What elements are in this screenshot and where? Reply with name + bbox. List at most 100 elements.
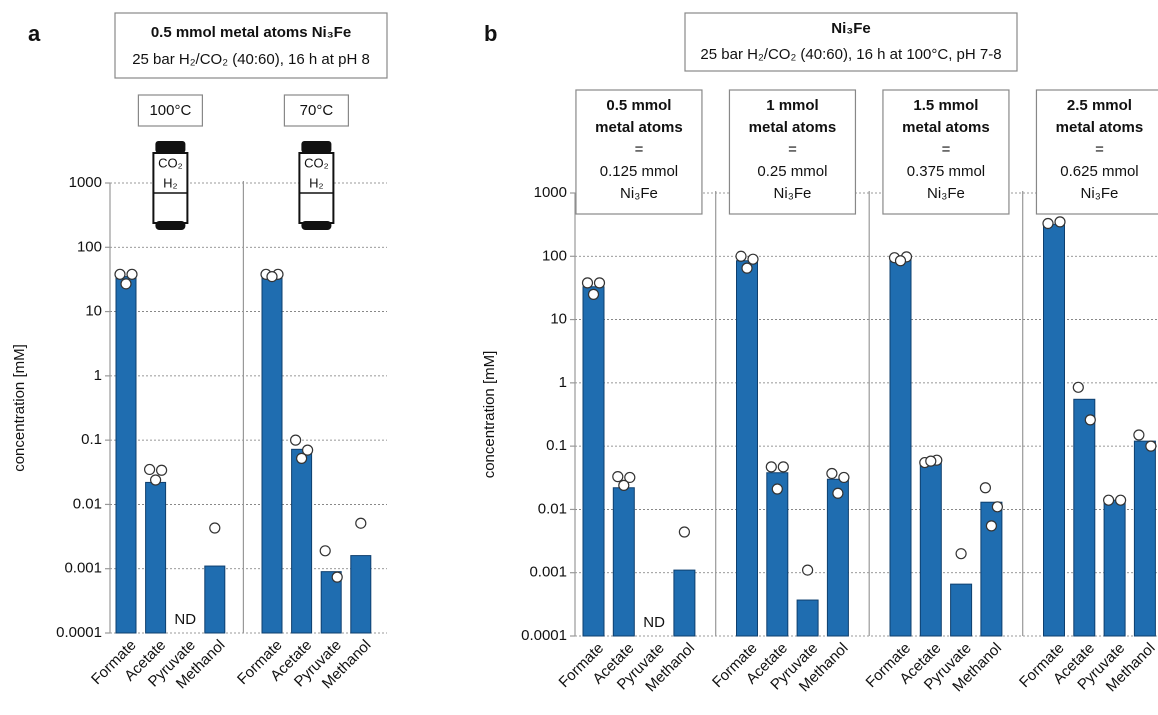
bar	[766, 472, 789, 637]
data-point	[209, 522, 221, 534]
vial-label: CO₂	[304, 155, 329, 170]
group-box	[728, 89, 857, 215]
group-box	[1035, 89, 1158, 215]
group-box	[137, 94, 203, 127]
vial-label: H₂	[163, 175, 177, 190]
bar	[980, 501, 1003, 637]
y-tick-label: 0.0001	[521, 627, 567, 644]
panel-label: a	[28, 21, 41, 46]
group-label: Ni₃Fe	[1081, 185, 1119, 202]
y-tick-label: 10	[85, 303, 102, 320]
y-tick-label: 0.1	[81, 431, 102, 448]
y-tick-label: 0.001	[64, 560, 102, 577]
data-point	[587, 288, 600, 300]
vial-label: H₂	[309, 175, 323, 190]
data-point	[735, 250, 747, 262]
data-point	[144, 463, 156, 476]
bar	[350, 555, 372, 634]
data-point	[296, 452, 308, 464]
vial-bottom	[155, 221, 186, 230]
vial-cap	[155, 141, 186, 153]
group-box	[283, 94, 349, 127]
bar	[612, 487, 635, 637]
data-point	[618, 479, 630, 491]
data-point	[266, 270, 278, 283]
data-point	[925, 455, 937, 467]
data-point	[747, 253, 759, 265]
group-label: Ni₃Fe	[774, 185, 812, 202]
vial-bottom	[301, 221, 332, 230]
vial-label: CO₂	[158, 155, 183, 170]
data-point	[979, 482, 992, 494]
data-point	[832, 487, 844, 499]
data-point	[290, 434, 302, 446]
y-tick-label: 0.1	[546, 437, 567, 454]
bar	[950, 583, 973, 637]
group-label: 0.625 mmol	[1060, 163, 1138, 180]
data-point	[612, 471, 624, 483]
panel-label: b	[484, 21, 497, 46]
y-axis-label: concentration [mM]	[11, 344, 28, 472]
data-point	[678, 526, 691, 538]
data-point	[1042, 217, 1054, 230]
data-point	[1102, 494, 1115, 506]
data-point	[624, 471, 636, 484]
group-box	[882, 89, 1010, 215]
group-box	[575, 89, 703, 215]
y-tick-label: 0.001	[529, 564, 567, 581]
y-tick-label: 100	[77, 238, 102, 255]
data-point	[826, 467, 838, 480]
data-point	[765, 461, 777, 473]
chart-subtitle: 25 bar H₂/CO₂ (40:60), 16 h at pH 8	[132, 51, 370, 68]
group-label: 0.375 mmol	[907, 163, 985, 180]
bar	[145, 481, 167, 634]
bar	[291, 448, 313, 634]
group-label: =	[1095, 141, 1104, 158]
data-point	[894, 255, 907, 267]
group-label: metal atoms	[902, 119, 990, 136]
bar	[204, 565, 226, 634]
bar	[320, 571, 342, 634]
data-point	[120, 278, 132, 290]
group-label: metal atoms	[595, 119, 683, 136]
data-point	[150, 474, 162, 486]
bar	[736, 260, 758, 637]
group-label: metal atoms	[1056, 119, 1144, 136]
data-point	[777, 461, 789, 473]
data-point	[302, 444, 314, 456]
y-tick-label: 0.0001	[56, 624, 102, 641]
y-tick-label: 1000	[534, 184, 567, 201]
y-tick-label: 10	[550, 311, 567, 328]
bar	[1043, 223, 1065, 637]
data-point	[319, 545, 331, 557]
y-tick-label: 1	[94, 367, 102, 384]
bar	[673, 569, 696, 637]
data-point	[1145, 440, 1157, 452]
data-point	[771, 483, 783, 495]
bar	[826, 478, 849, 637]
bar	[115, 276, 137, 634]
value-label: ND	[643, 614, 665, 631]
data-point	[1072, 381, 1084, 393]
group-label: Ni₃Fe	[927, 185, 965, 202]
data-point	[156, 464, 168, 476]
group-label: 1.5 mmol	[913, 97, 978, 114]
group-label: =	[942, 141, 951, 158]
data-point	[581, 277, 594, 289]
data-point	[126, 268, 138, 280]
data-point	[355, 517, 367, 529]
group-label: 1 mmol	[766, 97, 819, 114]
group-label: 0.25 mmol	[757, 163, 827, 180]
chart-title: Ni₃Fe	[831, 20, 870, 37]
group-label: =	[788, 141, 797, 158]
title-box	[684, 12, 1018, 72]
data-point	[331, 571, 343, 583]
y-tick-label: 0.01	[538, 500, 567, 517]
vial-cap	[301, 141, 332, 153]
chart-subtitle: 25 bar H₂/CO₂ (40:60), 16 h at 100°C, pH…	[700, 46, 1001, 63]
bar	[1103, 499, 1126, 637]
bar	[261, 275, 283, 634]
y-axis-label: concentration [mM]	[481, 351, 498, 479]
group-label: =	[635, 141, 644, 158]
